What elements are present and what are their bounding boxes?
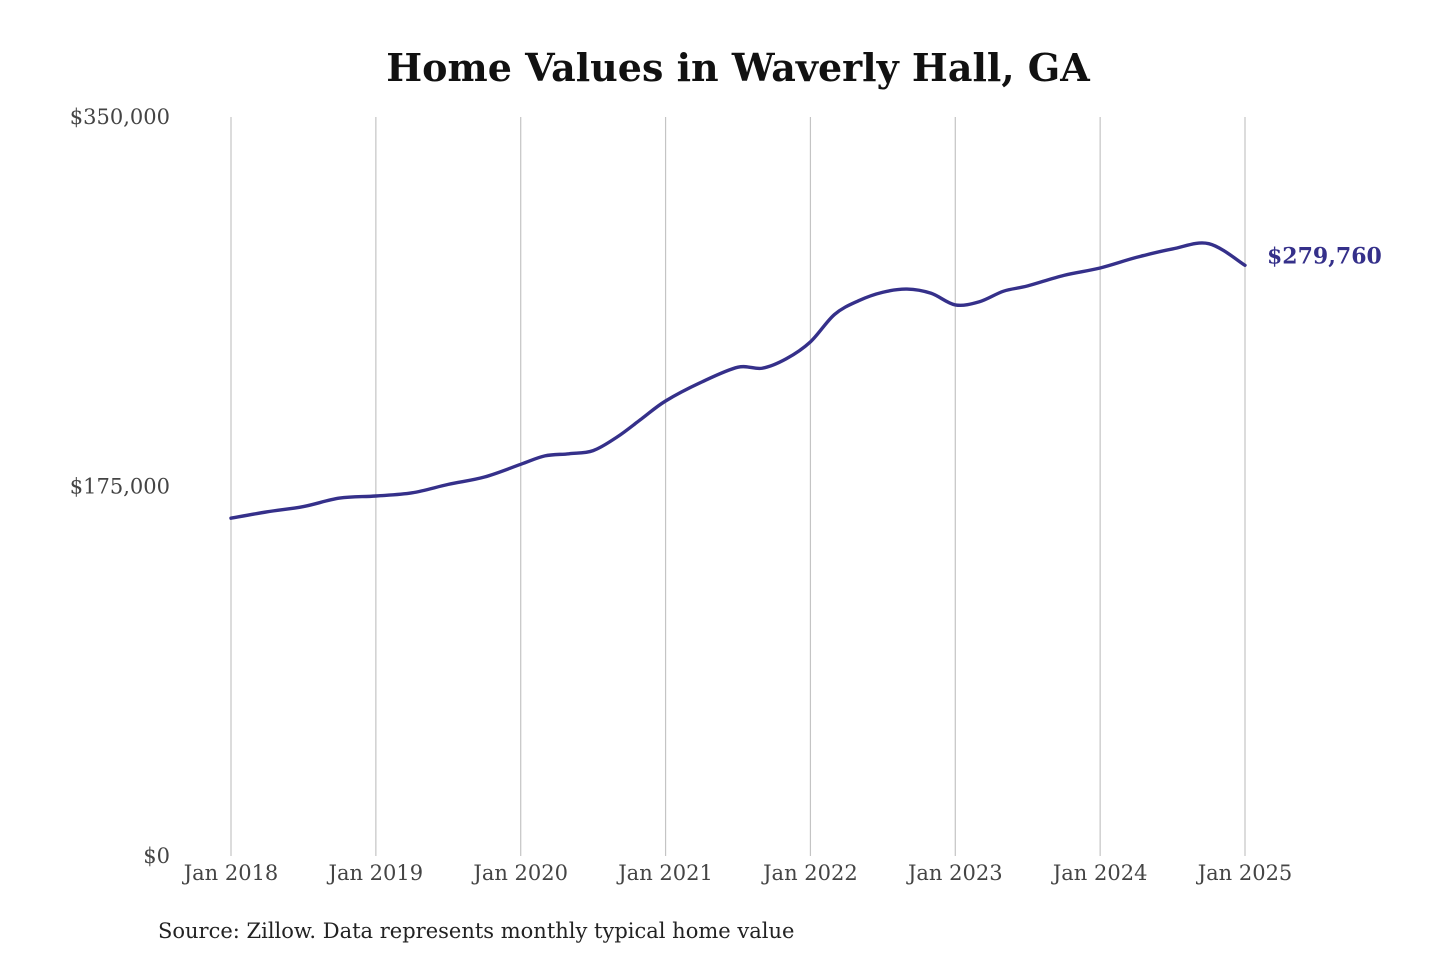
series-lines [229, 241, 1247, 520]
home-value-series-line [229, 241, 1247, 520]
chart-title: Home Values in Waverly Hall, GA [386, 45, 1090, 90]
x-tick-label: Jan 2024 [1051, 861, 1148, 885]
x-tick-label: Jan 2019 [327, 861, 424, 885]
y-axis-tick-labels: $0 $175,000 $350,000 [70, 105, 170, 868]
y-tick-label: $350,000 [70, 105, 170, 129]
x-tick-label: Jan 2023 [906, 861, 1003, 885]
x-gridlines [230, 117, 1246, 856]
x-tick-label: Jan 2022 [761, 861, 858, 885]
x-axis-tick-labels: Jan 2018 Jan 2019 Jan 2020 Jan 2021 Jan 2022… [182, 861, 1293, 885]
x-tick-label: Jan 2021 [616, 861, 713, 885]
y-tick-label: $0 [143, 844, 170, 868]
end-value-labels: $279,760 [1267, 243, 1382, 269]
x-tick-label: Jan 2018 [182, 861, 279, 885]
x-tick-label: Jan 2025 [1196, 861, 1293, 885]
end-value-label: $279,760 [1267, 243, 1382, 269]
source-note: Source: Zillow. Data represents monthly … [158, 919, 794, 943]
x-tick-label: Jan 2020 [471, 861, 568, 885]
y-tick-label: $175,000 [70, 475, 170, 499]
